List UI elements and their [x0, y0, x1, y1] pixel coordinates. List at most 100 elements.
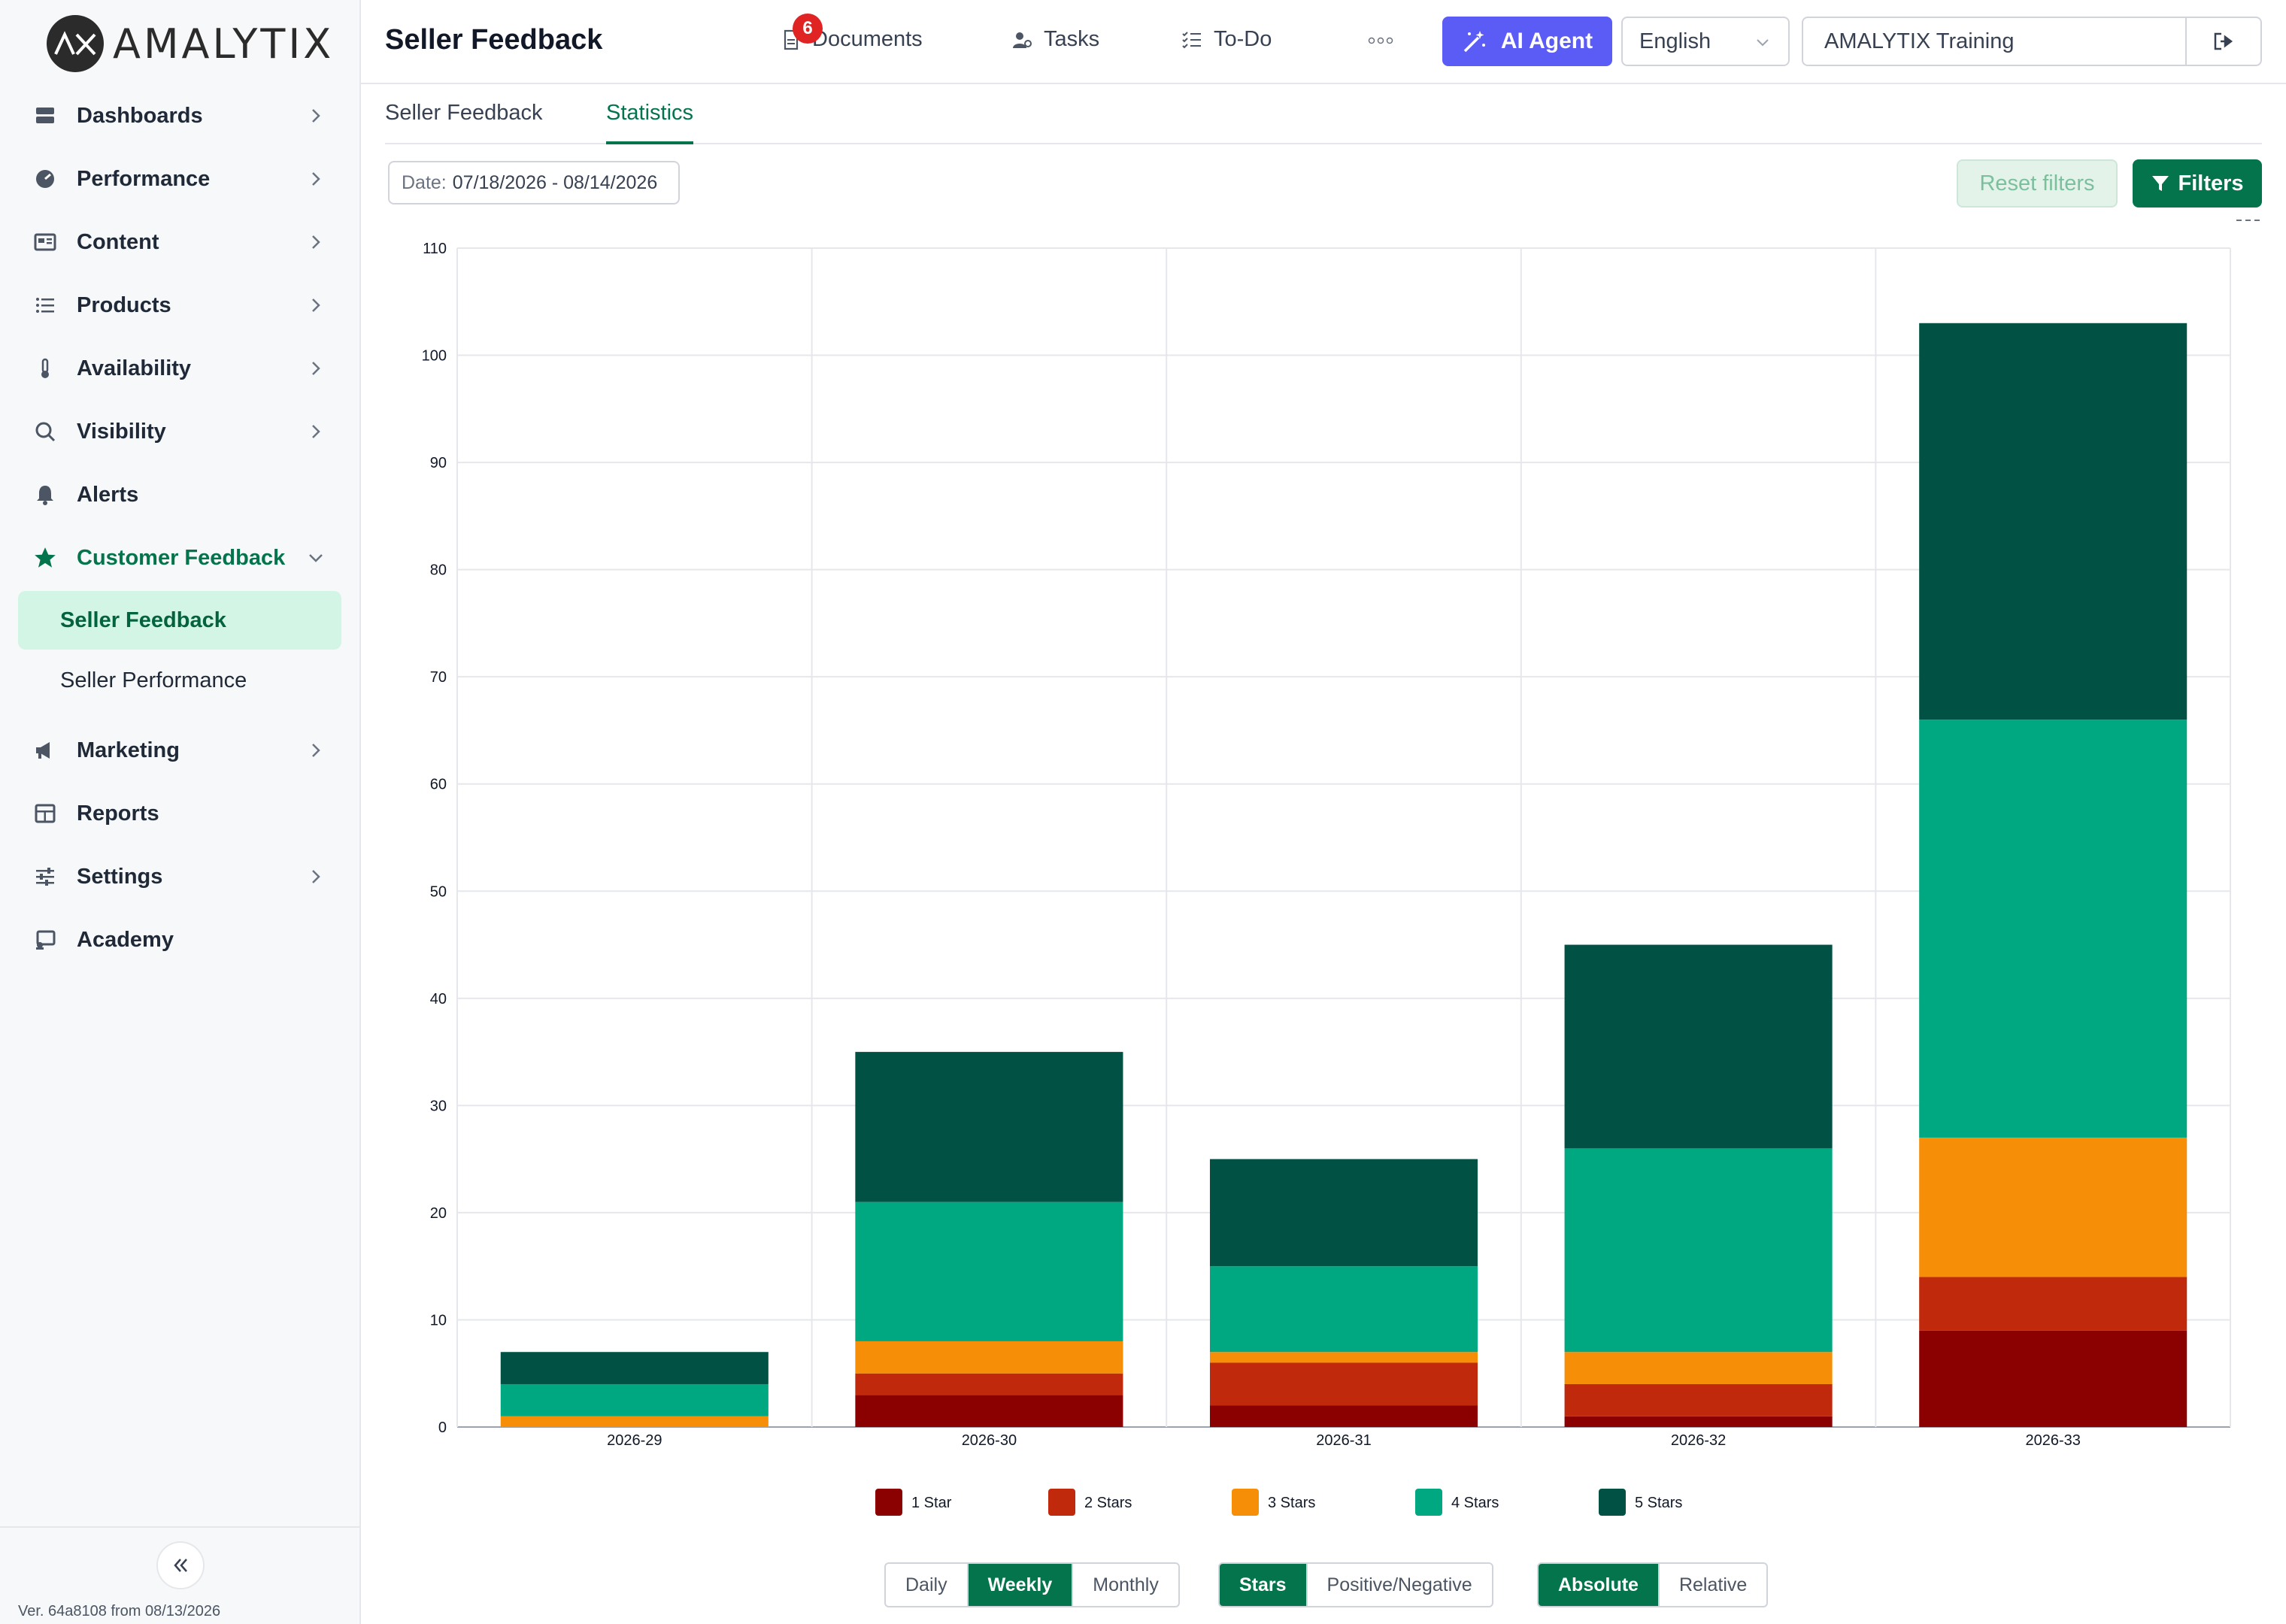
date-filter-label: Date:	[402, 171, 447, 193]
y-tick-label: 110	[423, 241, 447, 257]
page-title: Seller Feedback	[385, 24, 603, 56]
scale-relative-toggle[interactable]: Relative	[1678, 1574, 1748, 1595]
thermometer-icon	[32, 355, 59, 382]
sidebar-item-products[interactable]: Products	[18, 274, 341, 337]
todo-link[interactable]: To-Do	[1181, 27, 1272, 52]
chevron-down-icon	[309, 554, 323, 562]
y-tick-label: 100	[422, 348, 447, 365]
sidebar-item-label: Products	[77, 292, 171, 317]
sidebar-item-reports[interactable]: Reports	[18, 782, 341, 845]
chevron-right-icon	[312, 744, 320, 757]
tab-seller-feedback[interactable]: Seller Feedback	[385, 101, 543, 125]
sidebar-item-academy[interactable]: Academy	[18, 908, 341, 971]
bar-segment	[1209, 1362, 1478, 1406]
language-value: English	[1639, 29, 1711, 53]
bar-segment	[1564, 1416, 1833, 1427]
logo-mark-icon	[47, 15, 104, 72]
legend-label: 4 Stars	[1451, 1495, 1499, 1511]
feedback-stacked-bar-chart: 0 10 20 30 40 50 60 70 80 90 100 110 2026-29 2026-30 2…	[422, 241, 2231, 1516]
tab-statistics[interactable]: Statistics	[606, 101, 694, 144]
sidebar-item-label: Settings	[77, 864, 163, 889]
sidebar-item-label: Alerts	[77, 482, 139, 507]
tasks-user-icon	[1013, 32, 1032, 48]
star-icon	[32, 544, 59, 571]
chart-menu-icon[interactable]	[2235, 217, 2262, 224]
filters-button[interactable]: Filters	[2133, 159, 2262, 208]
account-name: AMALYTIX Training	[1824, 29, 2015, 53]
logout-button[interactable]	[2185, 18, 2260, 65]
bar-segment	[1919, 1330, 2187, 1427]
bar-segment	[500, 1383, 769, 1416]
date-filter-chip[interactable]: Date: 07/18/2026 - 08/14/2026	[388, 161, 680, 205]
y-tick-label: 80	[430, 562, 447, 579]
bar-segment	[1209, 1405, 1478, 1427]
more-options-icon[interactable]	[1366, 32, 1396, 50]
list-icon	[32, 292, 59, 319]
scale-absolute-toggle[interactable]: Absolute	[1539, 1564, 1660, 1606]
sidebar-subitem-seller-performance[interactable]: Seller Performance	[60, 668, 247, 692]
version-label: Ver. 64a8108 from 08/13/2026	[18, 1603, 221, 1619]
bar-segment	[1919, 720, 2187, 1138]
mode-toggle-group: Stars Positive/Negative	[1218, 1562, 1493, 1607]
period-weekly-toggle[interactable]: Weekly	[968, 1564, 1074, 1606]
bar-segment	[1209, 1352, 1478, 1363]
sidebar-item-marketing[interactable]: Marketing	[18, 719, 341, 782]
document-icon	[784, 29, 799, 50]
legend-label: 3 Stars	[1268, 1495, 1315, 1511]
ai-agent-button[interactable]: AI Agent	[1442, 17, 1612, 66]
legend-label: 5 Stars	[1635, 1495, 1682, 1511]
sidebar-item-alerts[interactable]: Alerts	[18, 463, 341, 526]
documents-link[interactable]: Documents	[779, 27, 923, 52]
table-icon	[32, 800, 59, 827]
tasks-link[interactable]: Tasks	[1011, 27, 1099, 52]
chevron-right-icon	[312, 425, 320, 438]
sidebar-item-dashboards[interactable]: Dashboards	[18, 84, 341, 147]
sidebar-item-label: Academy	[77, 927, 174, 952]
bar-segment	[1564, 1148, 1833, 1353]
sidebar-item-label: Content	[77, 229, 159, 254]
bar-segment	[500, 1352, 769, 1384]
dashboard-icon	[32, 102, 59, 129]
date-filter-value: 07/18/2026 - 08/14/2026	[452, 171, 658, 193]
period-daily-toggle[interactable]: Daily	[886, 1564, 969, 1606]
bell-icon	[32, 481, 59, 508]
legend-swatch	[1415, 1489, 1442, 1516]
bar-segment	[1564, 944, 1833, 1149]
legend-label: 2 Stars	[1084, 1495, 1132, 1511]
chevron-right-icon	[312, 870, 320, 883]
sidebar-subitem-seller-feedback[interactable]: Seller Feedback	[18, 591, 341, 650]
mode-positive-negative-toggle[interactable]: Positive/Negative	[1326, 1574, 1472, 1595]
chevron-right-icon	[312, 298, 320, 312]
legend-swatch	[875, 1489, 902, 1516]
mode-stars-toggle[interactable]: Stars	[1220, 1564, 1308, 1606]
sidebar-item-content[interactable]: Content	[18, 211, 341, 274]
x-tick-label: 2026-29	[607, 1432, 662, 1449]
language-select[interactable]: English	[1621, 17, 1790, 66]
bar-segment	[500, 1416, 769, 1427]
sidebar-item-availability[interactable]: Availability	[18, 337, 341, 400]
sidebar-item-customer-feedback[interactable]: Customer Feedback	[18, 526, 341, 589]
x-tick-label: 2026-32	[1671, 1432, 1726, 1449]
y-tick-label: 50	[430, 883, 447, 900]
legend-swatch	[1232, 1489, 1259, 1516]
period-monthly-toggle[interactable]: Monthly	[1093, 1574, 1159, 1595]
megaphone-icon	[32, 737, 59, 764]
sidebar-item-settings[interactable]: Settings	[18, 845, 341, 908]
top-bar: Seller Feedback Documents 6 Tasks To-Do …	[361, 0, 2286, 84]
sidebar-item-visibility[interactable]: Visibility	[18, 400, 341, 463]
sidebar-item-label: Customer Feedback	[77, 545, 286, 570]
account-field[interactable]: AMALYTIX Training	[1802, 17, 2262, 66]
chevron-right-icon	[312, 362, 320, 375]
todo-label: To-Do	[1214, 27, 1272, 51]
logo[interactable]: AMALYTIX	[47, 15, 334, 72]
reset-filters-button[interactable]: Reset filters	[1957, 159, 2118, 208]
sidebar-item-performance[interactable]: Performance	[18, 147, 341, 211]
x-tick-label: 2026-33	[2025, 1432, 2080, 1449]
x-tick-label: 2026-31	[1316, 1432, 1371, 1449]
bar-segment	[1919, 323, 2187, 720]
collapse-sidebar-button[interactable]	[156, 1541, 205, 1589]
sidebar-item-label: Availability	[77, 356, 192, 380]
logout-icon	[2214, 32, 2233, 50]
chevron-right-icon	[312, 172, 320, 186]
checklist-icon	[1182, 31, 1201, 48]
